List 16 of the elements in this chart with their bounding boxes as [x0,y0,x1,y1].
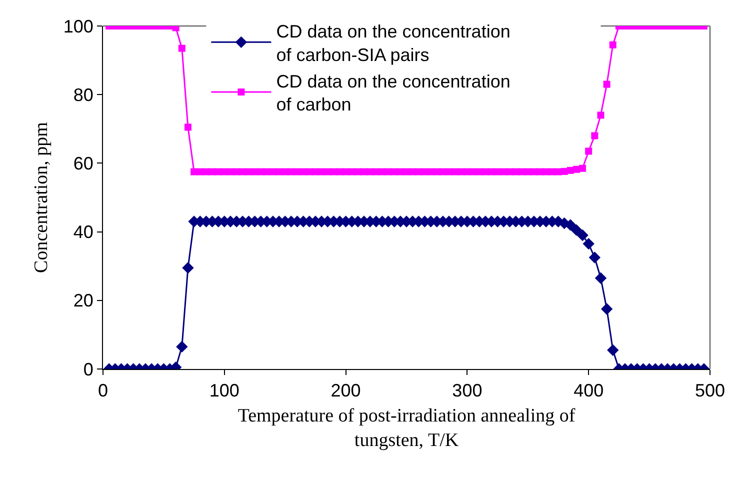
legend-label: CD data on the concentration of carbon-SIA pairs [276,22,510,65]
y-tick-label: 60 [73,154,94,174]
y-tick-label: 0 [83,359,94,380]
y-tick-label: 20 [73,290,94,311]
x-tick-label: 0 [98,380,108,401]
x-tick-label: 200 [330,380,361,401]
y-axis-title: Concentration, ppm [31,122,52,273]
y-tick-label: 100 [63,16,94,36]
x-axis-title: Temperature of post-irradiation annealing of tungsten, T/K [238,405,576,452]
x-tick-label: 300 [452,380,482,401]
x-tick-label: 100 [209,380,240,401]
x-tick-label: 500 [694,380,726,401]
legend-label: CD data on the concentration of carbon [276,71,510,115]
y-tick-label: 40 [73,222,94,242]
y-tick-label: 80 [73,84,94,105]
x-tick-label: 400 [574,380,604,401]
